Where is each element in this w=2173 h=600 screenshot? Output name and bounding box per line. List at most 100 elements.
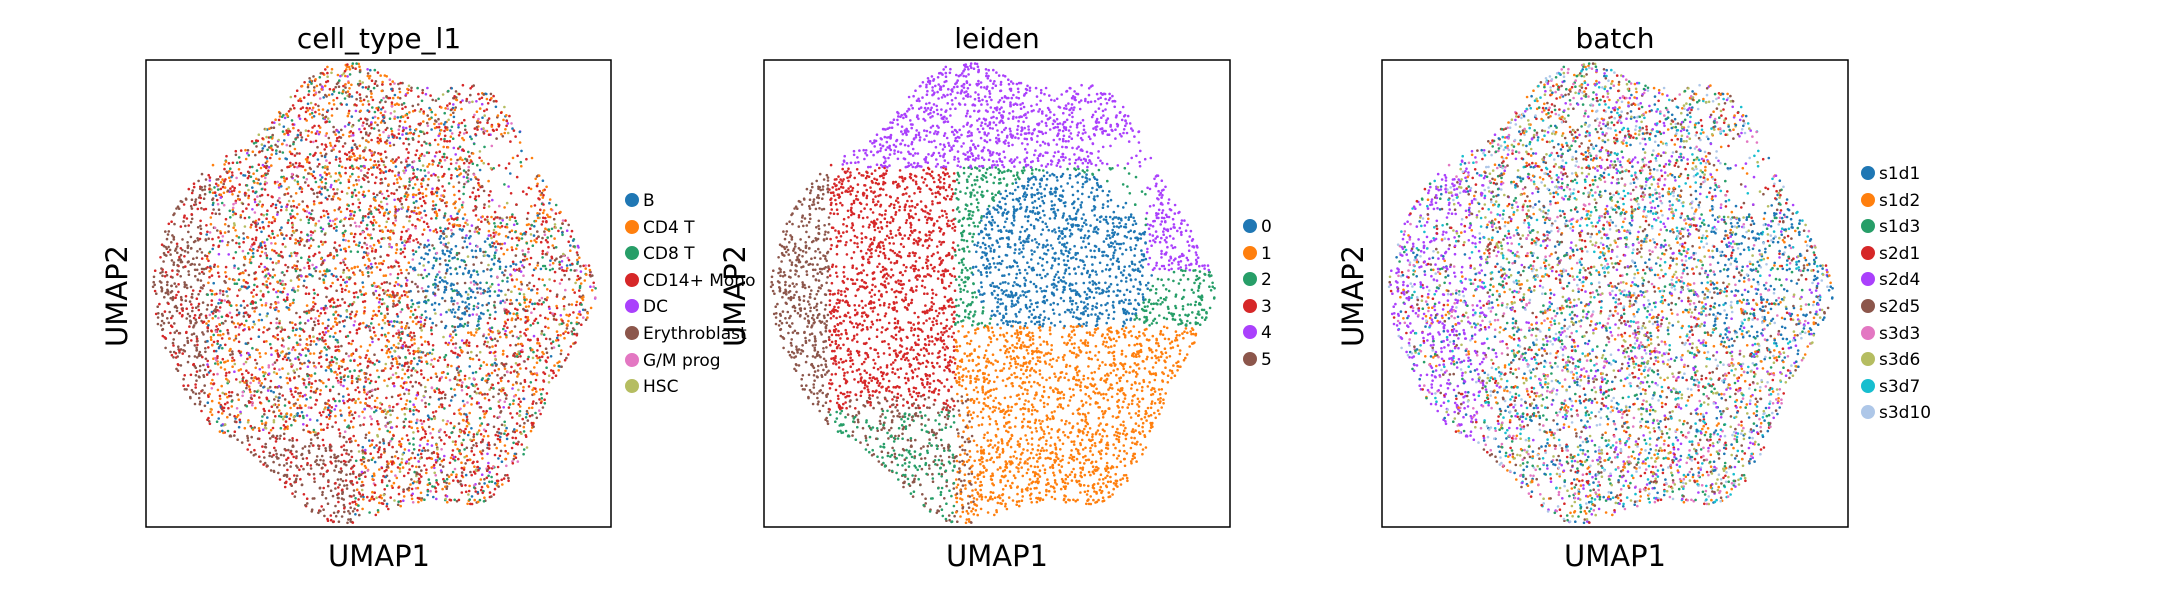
scatter-point	[343, 378, 346, 382]
scatter-point	[566, 256, 570, 260]
scatter-point	[470, 397, 474, 400]
scatter-point	[267, 140, 270, 144]
scatter-point	[337, 197, 340, 200]
scatter-point	[465, 392, 469, 396]
scatter-point	[252, 288, 256, 292]
scatter-point	[360, 480, 364, 484]
scatter-point	[240, 322, 243, 326]
scatter-point	[551, 267, 554, 271]
scatter-point	[345, 280, 349, 284]
scatter-point	[324, 401, 327, 405]
scatter-point	[223, 231, 227, 234]
scatter-point	[234, 149, 238, 153]
scatter-point	[340, 190, 344, 193]
scatter-point	[369, 89, 373, 93]
scatter-point	[511, 416, 514, 419]
scatter-point	[443, 288, 447, 292]
scatter-point	[228, 349, 231, 353]
scatter-point	[359, 424, 362, 427]
scatter-point	[509, 172, 512, 175]
scatter-point	[307, 129, 310, 133]
scatter-point	[278, 321, 281, 325]
scatter-point	[366, 74, 370, 78]
scatter-point	[416, 217, 420, 221]
scatter-point	[367, 265, 370, 268]
scatter-point	[227, 162, 231, 165]
scatter-point	[540, 355, 544, 359]
scatter-point	[309, 464, 313, 467]
scatter-point	[407, 84, 411, 88]
scatter-point	[237, 267, 240, 270]
scatter-point	[307, 472, 310, 476]
scatter-point	[457, 373, 461, 377]
scatter-point	[263, 265, 267, 269]
scatter-point	[322, 462, 325, 466]
scatter-point	[379, 455, 383, 459]
scatter-point	[396, 96, 400, 99]
scatter-point	[259, 384, 263, 387]
scatter-point	[351, 302, 354, 306]
scatter-point	[319, 422, 323, 426]
scatter-point	[469, 470, 472, 474]
scatter-point	[449, 135, 453, 138]
scatter-point	[453, 412, 456, 416]
scatter-point	[358, 157, 362, 160]
scatter-point	[270, 455, 274, 458]
scatter-point	[253, 310, 256, 313]
scatter-point	[327, 479, 330, 482]
scatter-point	[281, 394, 285, 397]
scatter-point	[268, 454, 271, 458]
scatter-point	[311, 328, 315, 332]
scatter-point	[372, 326, 375, 330]
scatter-point	[423, 268, 427, 272]
scatter-point	[411, 313, 415, 316]
scatter-point	[412, 195, 415, 199]
scatter-point	[262, 450, 265, 454]
scatter-point	[233, 282, 237, 286]
scatter-point	[160, 312, 164, 316]
scatter-point	[505, 464, 508, 468]
scatter-point	[425, 142, 428, 145]
scatter-point	[303, 394, 307, 397]
scatter-point	[536, 288, 539, 291]
scatter-point	[450, 282, 453, 286]
scatter-point	[417, 273, 420, 277]
scatter-point	[339, 181, 342, 185]
scatter-point	[428, 143, 432, 147]
scatter-point	[205, 322, 208, 325]
scatter-point	[503, 432, 506, 436]
scatter-point	[247, 371, 250, 375]
scatter-point	[397, 342, 400, 345]
scatter-point	[506, 432, 510, 436]
scatter-point	[342, 224, 346, 227]
scatter-point	[348, 413, 351, 417]
scatter-point	[519, 280, 523, 284]
scatter-point	[472, 486, 476, 489]
scatter-point	[238, 380, 242, 384]
scatter-point	[372, 497, 376, 501]
scatter-point	[353, 154, 356, 158]
scatter-point	[345, 276, 349, 279]
scatter-point	[571, 239, 575, 242]
scatter-point	[382, 259, 386, 263]
scatter-point	[541, 220, 545, 223]
scatter-point	[372, 309, 376, 313]
scatter-point	[341, 492, 344, 496]
scatter-point	[479, 364, 483, 368]
scatter-point	[395, 243, 398, 247]
scatter-point	[481, 491, 485, 495]
scatter-point	[489, 190, 492, 193]
scatter-point	[234, 229, 237, 232]
scatter-point	[310, 382, 314, 385]
scatter-point	[181, 248, 184, 252]
scatter-point	[457, 383, 461, 387]
scatter-point	[430, 457, 434, 461]
scatter-point	[463, 240, 467, 243]
scatter-point	[450, 339, 453, 342]
scatter-point	[543, 297, 547, 301]
scatter-point	[257, 328, 261, 332]
scatter-point	[210, 303, 213, 307]
scatter-point	[431, 344, 435, 347]
scatter-point	[571, 327, 575, 330]
scatter-point	[452, 115, 456, 119]
